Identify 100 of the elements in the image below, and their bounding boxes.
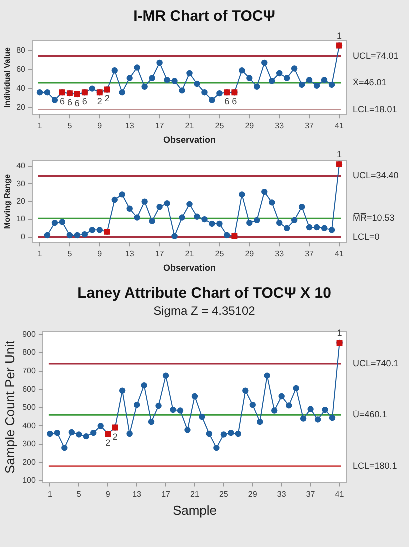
y-tick-label: 800 [22,348,36,358]
y-axis-title: Individual Value [3,47,12,108]
point [192,393,198,400]
y-axis-title: Moving Range [3,174,12,230]
point [59,219,66,226]
point [184,427,191,434]
point [314,224,320,231]
x-tick-label: 9 [106,490,111,499]
point [269,78,276,84]
point [74,232,81,239]
point [272,408,278,414]
x-tick-label: 37 [305,250,315,259]
annotation: 2 [112,432,118,442]
chart-title: I-MR Chart of TOCΨ [132,7,276,27]
point [298,82,306,88]
y-tick-label: 400 [22,421,36,430]
ref-line-label: LCL=180.1 [353,460,398,471]
annotation: 6 [74,98,80,109]
y-tick-label: 20 [16,197,26,206]
point [202,216,208,223]
point [119,192,126,198]
point [179,88,186,94]
x-tick-label: 5 [68,122,73,131]
x-tick-label: 37 [305,122,315,131]
point [328,227,336,234]
point [306,224,313,231]
point [156,204,163,210]
point [156,60,163,66]
annotation: 1 [337,328,342,338]
point [142,198,148,205]
point [257,419,264,426]
point [112,68,118,74]
x-tick-label: 9 [98,250,103,259]
x-tick-label: 17 [155,122,165,131]
point [98,423,104,430]
point [177,408,184,414]
point [314,416,322,423]
ref-line-label: UCL=34.40 [353,170,399,181]
point [298,204,306,210]
y-tick-label: 10 [16,214,26,224]
y-tick-label: 20 [16,103,26,112]
annotation: 6 [60,96,65,107]
point [179,214,186,221]
x-axis-title: Observation [163,263,216,274]
x-tick-label: 41 [335,250,345,259]
point [134,64,140,71]
x-tick-label: 9 [98,122,103,131]
point [47,430,54,438]
point [186,70,193,77]
point [96,227,103,234]
point [126,430,133,438]
annotation: 6 [82,96,88,107]
point [246,75,253,82]
ref-line-label: M̅R̅=10.53 [353,213,395,224]
x-tick-label: 33 [277,490,287,499]
point [308,406,314,412]
point [291,66,298,72]
x-tick-label: 41 [335,122,345,131]
ref-line-label: UCL=740.1 [353,358,399,368]
x-tick-label: 21 [190,490,200,499]
point [194,80,200,88]
point [239,68,246,74]
point [328,82,336,88]
point [224,232,230,239]
point [66,232,74,239]
x-tick-label: 17 [162,490,172,499]
x-tick-label: 29 [245,122,255,131]
point [119,388,126,394]
annotation: 1 [337,30,342,41]
point [250,402,256,408]
x-tick-label: 5 [76,490,82,499]
y-tick-label: 80 [16,46,26,55]
x-tick-label: 29 [245,250,255,259]
chart-title: Laney Attribute Chart of TOCΨ X 10 [76,284,332,304]
point [170,406,176,414]
point [52,220,58,226]
x-tick-label: 37 [306,490,316,499]
x-tick-label: 25 [215,122,225,131]
point [76,432,82,438]
point [89,227,96,234]
annotation: 2 [106,438,111,448]
x-tick-label: 17 [155,250,165,259]
point [164,200,170,207]
ref-line-label: X̄=46.01 [353,78,387,88]
point [142,84,148,90]
point [162,372,170,379]
y-axis-title: Sample Count Per Unit [2,340,18,474]
ref-line-label: Ū=460.1 [353,410,388,420]
point [321,225,328,232]
x-tick-label: 13 [132,490,142,499]
point [209,220,216,228]
x-tick-label: 21 [185,250,195,259]
x-tick-label: 33 [275,250,285,259]
x-tick-label: 13 [125,250,135,259]
point [254,84,260,90]
point [119,90,126,96]
point [44,90,51,96]
annotation: 6 [67,98,72,108]
annotation: 6 [232,96,238,107]
x-tick-label: 13 [125,122,135,131]
